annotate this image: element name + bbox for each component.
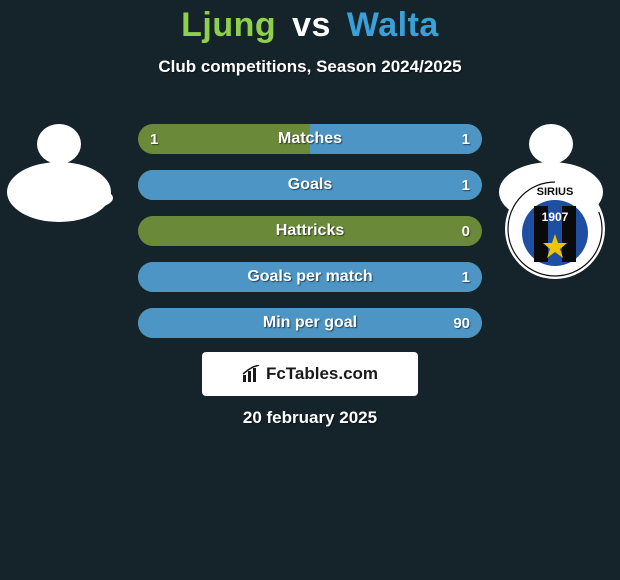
blank-badge-icon: [14, 178, 116, 280]
brand-box[interactable]: FcTables.com: [202, 352, 418, 396]
club-badge-right: SIRIUS 1907: [504, 178, 606, 280]
club-badge-left: [14, 178, 116, 280]
stat-row: Goals per match 1: [138, 262, 482, 292]
stat-label: Goals per match: [247, 268, 372, 286]
brand-text: FcTables.com: [266, 364, 378, 384]
stat-row: Hattricks 0: [138, 216, 482, 246]
stat-label: Matches: [278, 130, 342, 148]
stat-label: Min per goal: [263, 314, 357, 332]
bar-chart-icon: [242, 365, 262, 383]
comparison-card: Ljung vs Walta Club competitions, Season…: [0, 0, 620, 580]
badge-year: 1907: [542, 210, 569, 224]
page-title: Ljung vs Walta: [0, 0, 620, 45]
stat-row: Matches 1 1: [138, 124, 482, 154]
stat-value-right: 1: [462, 177, 470, 194]
stat-value-left: 1: [150, 131, 158, 148]
stat-label: Goals: [288, 176, 332, 194]
stat-row: Goals 1: [138, 170, 482, 200]
stat-value-right: 90: [453, 315, 470, 332]
date-text: 20 february 2025: [0, 408, 620, 428]
stats-bars: Matches 1 1 Goals 1 Hattricks 0 Goals per match…: [138, 124, 482, 354]
sirius-badge-icon: SIRIUS 1907: [504, 178, 606, 280]
title-vs: vs: [292, 6, 331, 44]
subtitle: Club competitions, Season 2024/2025: [0, 57, 620, 77]
stat-value-right: 1: [462, 131, 470, 148]
stat-label: Hattricks: [276, 222, 344, 240]
title-player2: Walta: [347, 6, 439, 44]
badge-text-top: SIRIUS: [537, 186, 574, 198]
stat-value-right: 1: [462, 269, 470, 286]
stat-row: Min per goal 90: [138, 308, 482, 338]
stat-value-right: 0: [462, 223, 470, 240]
title-player1: Ljung: [181, 6, 276, 44]
